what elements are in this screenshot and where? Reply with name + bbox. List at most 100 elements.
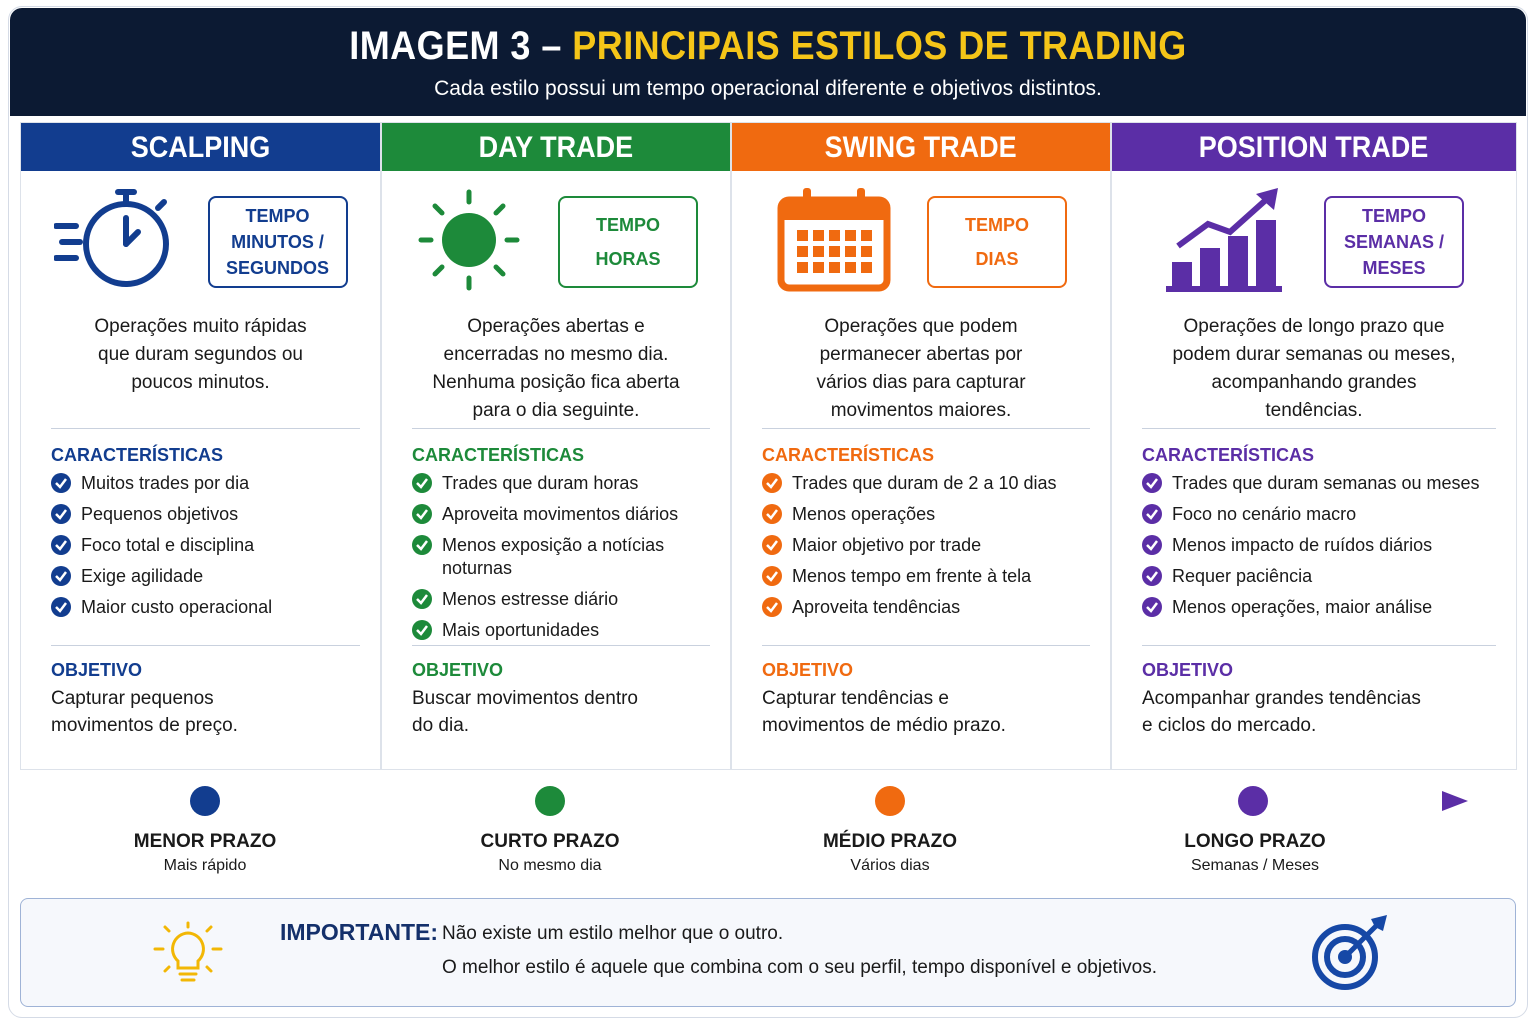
- timeline-sub: Vários dias: [850, 857, 930, 874]
- frame: [8, 6, 1528, 1018]
- characteristic-text: Mais oportunidades: [442, 620, 600, 640]
- description-line: acompanhando grandes: [1211, 372, 1417, 393]
- divider: [412, 428, 710, 429]
- characteristic-item: Foco no cenário macro: [1142, 503, 1496, 526]
- characteristic-text: Trades que duram de 2 a 10 dias: [792, 473, 1057, 493]
- time-label: TEMPO: [245, 206, 310, 226]
- section-heading: OBJETIVO: [51, 660, 143, 680]
- style-card: POSITION TRADE TEMPO SEMANAS / MESES Operaçõ…: [1111, 122, 1517, 770]
- style-icon: [414, 186, 524, 299]
- style-name: SWING TRADE: [824, 131, 1017, 164]
- description-line: vários dias para capturar: [816, 372, 1026, 393]
- description-line: poucos minutos.: [131, 372, 270, 393]
- description-line: Operações muito rápidas: [94, 316, 307, 337]
- characteristic-text: Menos operações: [792, 504, 936, 524]
- time-label: TEMPO: [1361, 206, 1426, 226]
- characteristic-text: Menos impacto de ruídos diários: [1172, 535, 1433, 555]
- divider: [51, 428, 360, 429]
- style-icon: [1164, 186, 1290, 299]
- characteristic-item: Menos exposição a notícias noturnas: [412, 534, 710, 580]
- objective-line: Buscar movimentos dentro: [412, 688, 638, 709]
- objective: OBJETIVO Acompanhar grandes tendências e c…: [1112, 660, 1516, 739]
- timeline: [70, 786, 1468, 816]
- lightbulb-icon: [153, 921, 223, 982]
- characteristic-text: Muitos trades por dia: [81, 473, 250, 493]
- timeline-arrow: [1442, 791, 1468, 811]
- card-header: DAY TRADE: [382, 123, 730, 171]
- characteristic-item: Trades que duram de 2 a 10 dias: [762, 472, 1090, 495]
- characteristic-text: Aproveita tendências: [792, 597, 961, 617]
- characteristic-item: Maior custo operacional: [51, 596, 360, 619]
- description-line: movimentos maiores.: [830, 400, 1012, 421]
- section-heading: CARACTERÍSTICAS: [51, 445, 224, 465]
- target-icon: [1312, 915, 1387, 990]
- characteristic-item: Mais oportunidades: [412, 619, 710, 642]
- divider: [1142, 428, 1496, 429]
- description-line: tendências.: [1265, 400, 1363, 421]
- style-name: POSITION TRADE: [1199, 131, 1429, 164]
- characteristic-text: Foco total e disciplina: [81, 535, 255, 555]
- time-label: TEMPO: [595, 215, 660, 235]
- characteristics: CARACTERÍSTICAS Trades que duram de 2 a 1…: [732, 445, 1110, 645]
- section-heading: CARACTERÍSTICAS: [1142, 445, 1315, 465]
- description-line: para o dia seguinte.: [472, 400, 640, 421]
- characteristic-text: Menos exposição a notícias noturnas: [442, 535, 665, 578]
- timeline-dot: [535, 786, 565, 816]
- header: IMAGEM 3 – PRINCIPAIS ESTILOS DE TRADING…: [10, 8, 1526, 116]
- style-card: DAY TRADE TEMPO HORAS Operações abertas e en…: [381, 122, 731, 770]
- description: Operações que podem permanecer abertas po…: [732, 313, 1110, 428]
- characteristic-text: Exige agilidade: [81, 566, 204, 586]
- card-header: POSITION TRADE: [1112, 123, 1516, 171]
- time-value: MESES: [1362, 258, 1426, 278]
- characteristic-text: Aproveita movimentos diários: [442, 504, 679, 524]
- time-label: TEMPO: [964, 215, 1029, 235]
- time-value: SEMANAS /: [1343, 232, 1444, 252]
- icon-row: TEMPO SEMANAS / MESES: [1112, 177, 1516, 307]
- description: Operações de longo prazo que podem durar …: [1112, 313, 1516, 428]
- card-header: SCALPING: [21, 123, 380, 171]
- description-line: Operações de longo prazo que: [1183, 316, 1445, 337]
- description-line: permanecer abertas por: [819, 344, 1023, 365]
- characteristic-text: Trades que duram semanas ou meses: [1172, 473, 1480, 493]
- section-heading: OBJETIVO: [412, 660, 504, 680]
- objective-line: Capturar pequenos: [51, 688, 214, 709]
- time-value: HORAS: [595, 249, 661, 269]
- characteristic-item: Aproveita tendências: [762, 596, 1090, 619]
- characteristic-text: Pequenos objetivos: [81, 504, 239, 524]
- characteristic-item: Exige agilidade: [51, 565, 360, 588]
- characteristic-item: Menos operações, maior análise: [1142, 596, 1496, 619]
- characteristics: CARACTERÍSTICAS Trades que duram horas Apr…: [382, 445, 730, 645]
- timeline-label: MÉDIO PRAZO: [822, 831, 958, 852]
- timeline-dot: [875, 786, 905, 816]
- objective-line: Capturar tendências e: [762, 688, 949, 709]
- title: IMAGEM 3 – PRINCIPAIS ESTILOS DE TRADING: [86, 24, 1450, 69]
- objective: OBJETIVO Capturar pequenos movimentos de p…: [21, 660, 380, 739]
- timeline-sub: Semanas / Meses: [1190, 857, 1320, 874]
- characteristic-item: Maior objetivo por trade: [762, 534, 1090, 557]
- style-name: SCALPING: [130, 131, 271, 164]
- icon-row: TEMPO MINUTOS / SEGUNDOS: [21, 177, 380, 307]
- description-line: Operações que podem: [824, 316, 1018, 337]
- divider: [762, 645, 1090, 646]
- important-line: O melhor estilo é aquele que combina com…: [442, 957, 1158, 978]
- characteristic-item: Trades que duram horas: [412, 472, 710, 495]
- characteristic-item: Menos impacto de ruídos diários: [1142, 534, 1496, 557]
- objective: OBJETIVO Buscar movimentos dentro do dia.: [382, 660, 730, 739]
- description: Operações abertas e encerradas no mesmo d…: [382, 313, 730, 428]
- divider: [412, 645, 710, 646]
- style-icon: [775, 186, 893, 299]
- divider: [1142, 645, 1496, 646]
- characteristic-text: Requer paciência: [1172, 566, 1313, 586]
- style-card: SCALPING TEMPO MINUTOS / SEGUNDOS Operações …: [20, 122, 381, 770]
- title-highlight: PRINCIPAIS ESTILOS DE TRADING: [572, 24, 1187, 68]
- style-icon: [52, 186, 174, 299]
- objective-line: movimentos de preço.: [51, 715, 238, 736]
- time-box: TEMPO MINUTOS / SEGUNDOS: [207, 196, 348, 288]
- divider: [51, 645, 360, 646]
- description: Operações muito rápidas que duram segundo…: [21, 313, 380, 428]
- time-value: DIAS: [975, 249, 1019, 269]
- section-heading: CARACTERÍSTICAS: [762, 445, 935, 465]
- characteristic-text: Maior objetivo por trade: [792, 535, 982, 555]
- important-box: IMPORTANTE: Não existe um estilo melhor …: [20, 898, 1516, 1007]
- important-label: IMPORTANTE:: [280, 919, 439, 945]
